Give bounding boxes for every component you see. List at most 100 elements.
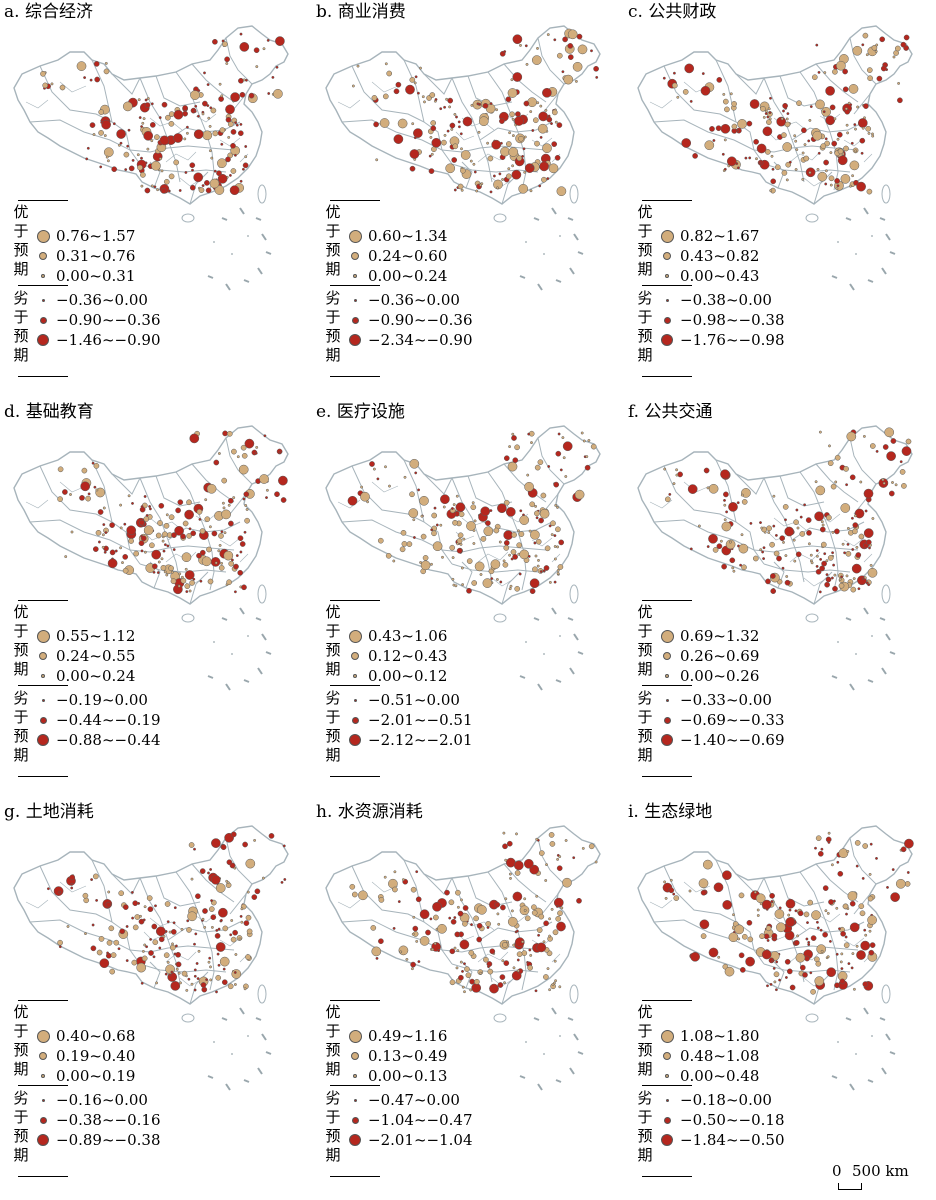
legend-circle-positive xyxy=(348,629,362,643)
city-circle-below-expected xyxy=(230,92,240,102)
city-circle-below-expected xyxy=(225,116,232,123)
city-circle-below-expected xyxy=(417,488,421,492)
city-circle-below-expected xyxy=(533,541,537,545)
city-circle-above-expected xyxy=(553,545,557,548)
legend-divider xyxy=(642,1176,692,1177)
city-circle-below-expected xyxy=(528,948,532,952)
city-circle-below-expected xyxy=(199,868,206,874)
city-circle-above-expected xyxy=(722,98,729,105)
city-circle-below-expected xyxy=(170,981,181,991)
city-circle-below-expected xyxy=(762,546,766,550)
city-circle-above-expected xyxy=(808,171,812,175)
city-circle-above-expected xyxy=(827,460,834,467)
legend-divider xyxy=(18,1176,68,1177)
province-boundary xyxy=(537,437,565,485)
city-circle-below-expected xyxy=(177,499,184,506)
legend-entry-positive: 0.55~1.12 xyxy=(34,626,135,646)
city-circle-below-expected xyxy=(186,919,190,923)
city-circle-above-expected xyxy=(551,983,555,986)
legend-entry-positive: 1.08~1.80 xyxy=(658,1026,759,1046)
city-circle-below-expected xyxy=(819,928,823,932)
legend-range-label: −1.76~−0.98 xyxy=(680,331,785,349)
city-circle-above-expected xyxy=(530,441,533,445)
city-circle-below-expected xyxy=(151,549,162,560)
city-circle-above-expected xyxy=(150,139,154,143)
city-circle-above-expected xyxy=(422,555,429,561)
city-circle-above-expected xyxy=(517,529,520,533)
city-circle-below-expected xyxy=(189,162,196,169)
city-circle-above-expected xyxy=(537,459,544,466)
city-circle-above-expected xyxy=(524,915,531,922)
city-circle-below-expected xyxy=(437,949,441,953)
city-circle-below-expected xyxy=(234,121,238,125)
island-dot xyxy=(525,241,527,243)
city-circle-below-expected xyxy=(239,32,243,36)
nine-dash-line xyxy=(567,1017,574,1021)
city-circle-below-expected xyxy=(825,576,832,583)
city-circle-above-expected xyxy=(455,494,459,498)
city-circle-above-expected xyxy=(143,550,147,554)
nine-dash-line xyxy=(879,617,886,621)
map-panel: i. 生态绿地优于预期劣于预期 1.08~1.80 0.48~1.08 0.00~0.… xyxy=(624,800,936,1200)
city-circle-above-expected xyxy=(528,529,532,533)
city-circle-above-expected xyxy=(858,533,865,540)
legend-group-label-better: 于 xyxy=(637,1022,653,1040)
city-circle-below-expected xyxy=(784,958,791,965)
city-circle-above-expected xyxy=(712,547,719,553)
city-circle-above-expected xyxy=(511,134,515,138)
city-circle-above-expected xyxy=(259,474,269,484)
city-circle-below-expected xyxy=(476,922,483,929)
city-circle-below-expected xyxy=(253,47,260,54)
island-dot xyxy=(231,253,233,255)
city-circle-below-expected xyxy=(237,130,244,137)
island-dot xyxy=(855,653,857,655)
city-circle-above-expected xyxy=(159,157,162,161)
county-boundary xyxy=(219,537,241,547)
city-circle-below-expected xyxy=(200,982,207,988)
city-circle-above-expected xyxy=(850,586,857,593)
city-circle-above-expected xyxy=(106,159,110,163)
legend-group-label-better: 预 xyxy=(637,1041,653,1059)
city-circle-below-expected xyxy=(823,552,827,556)
city-circle-above-expected xyxy=(225,62,229,65)
province-boundary xyxy=(423,521,453,565)
province-boundary xyxy=(155,75,201,107)
city-circle-above-expected xyxy=(419,936,430,946)
city-circle-above-expected xyxy=(510,549,517,555)
nine-dash-line xyxy=(207,675,214,679)
province-boundary xyxy=(29,119,131,151)
city-circle-below-expected xyxy=(555,904,559,908)
city-circle-below-expected xyxy=(738,952,745,959)
city-circle-above-expected xyxy=(245,858,256,869)
city-circle-above-expected xyxy=(157,560,161,564)
city-circle-below-expected xyxy=(91,923,95,927)
nine-dash-line xyxy=(225,1083,231,1091)
city-circle-below-expected xyxy=(119,141,123,145)
city-circle-above-expected xyxy=(168,111,175,117)
city-circle-below-expected xyxy=(890,438,897,444)
city-circle-below-expected xyxy=(795,508,799,512)
legend-circle-positive xyxy=(36,229,50,243)
city-circle-below-expected xyxy=(185,125,189,129)
legend-divider xyxy=(642,1000,692,1001)
city-circle-below-expected xyxy=(505,96,512,103)
city-circle-below-expected xyxy=(793,939,800,946)
city-circle-below-expected xyxy=(782,109,785,113)
city-circle-below-expected xyxy=(155,926,166,937)
city-circle-above-expected xyxy=(131,959,138,966)
china-map xyxy=(325,25,601,291)
city-circle-below-expected xyxy=(487,965,490,969)
legend-circle-positive xyxy=(41,674,45,678)
city-circle-above-expected xyxy=(852,528,858,535)
city-circle-above-expected xyxy=(801,151,805,155)
city-circle-above-expected xyxy=(508,587,512,591)
city-circle-above-expected xyxy=(82,892,89,899)
province-boundary xyxy=(111,873,141,895)
city-circle-below-expected xyxy=(92,546,99,552)
city-circle-below-expected xyxy=(550,122,553,126)
city-circle-below-expected xyxy=(527,432,531,436)
city-circle-above-expected xyxy=(509,584,513,588)
city-circle-above-expected xyxy=(409,77,416,83)
city-circle-above-expected xyxy=(717,955,721,959)
city-circle-above-expected xyxy=(706,486,710,490)
